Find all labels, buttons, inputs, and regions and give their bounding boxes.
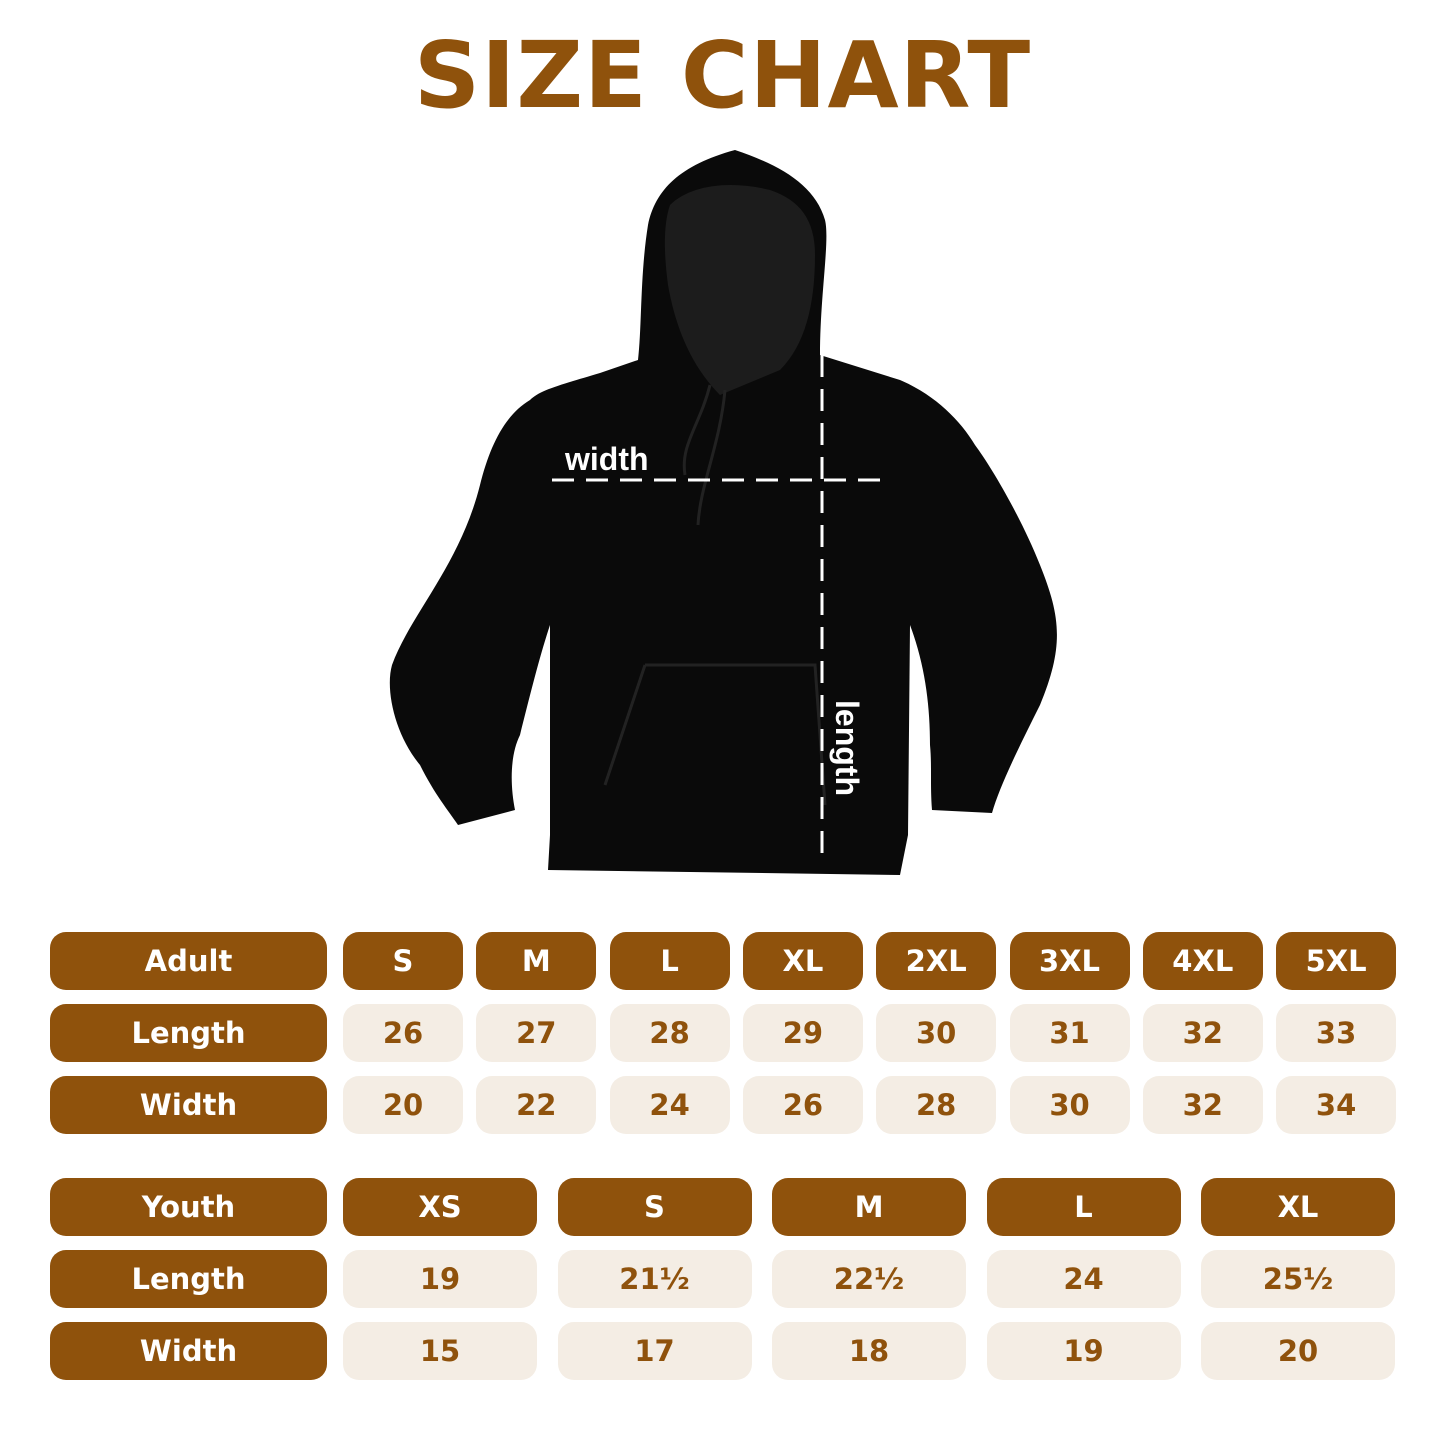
length-label: length	[829, 700, 865, 796]
size-header: 3XL	[1009, 932, 1130, 990]
size-value: 15	[343, 1322, 537, 1380]
size-header: XL	[742, 932, 863, 990]
size-value: 30	[876, 1004, 997, 1062]
size-value: 20	[1201, 1322, 1395, 1380]
size-header: L	[609, 932, 730, 990]
size-value: 29	[742, 1004, 863, 1062]
size-header: 4XL	[1142, 932, 1263, 990]
size-value: 24	[986, 1250, 1181, 1308]
size-value: 25½	[1201, 1250, 1395, 1308]
row-label: Width	[50, 1322, 327, 1380]
row-label: Length	[50, 1004, 327, 1062]
size-value: 19	[343, 1250, 537, 1308]
size-value: 26	[343, 1004, 463, 1062]
size-value: 28	[609, 1004, 730, 1062]
size-value: 21½	[557, 1250, 752, 1308]
pocket	[603, 663, 827, 806]
size-value: 32	[1142, 1004, 1263, 1062]
hoodie-icon: width length	[389, 150, 1057, 875]
width-label: width	[564, 441, 649, 477]
size-header: S	[343, 932, 463, 990]
size-header: XL	[1201, 1178, 1395, 1236]
size-value: 31	[1009, 1004, 1130, 1062]
size-value: 28	[876, 1076, 997, 1134]
size-value: 24	[609, 1076, 730, 1134]
size-header: 2XL	[876, 932, 997, 990]
page-title: SIZE CHART	[413, 22, 1032, 129]
size-value: 20	[343, 1076, 463, 1134]
size-value: 33	[1276, 1004, 1397, 1062]
size-value: 19	[986, 1322, 1181, 1380]
size-header: M	[772, 1178, 966, 1236]
hoodie-body	[389, 150, 1057, 875]
size-value: 17	[557, 1322, 752, 1380]
row-label: Length	[50, 1250, 327, 1308]
size-value: 22½	[772, 1250, 966, 1308]
row-label: Width	[50, 1076, 327, 1134]
size-value: 26	[742, 1076, 863, 1134]
size-header: 5XL	[1276, 932, 1397, 990]
size-header: M	[476, 932, 597, 990]
hood-inner	[664, 185, 815, 395]
drawstrings	[682, 384, 727, 526]
size-value: 34	[1276, 1076, 1397, 1134]
size-value: 32	[1142, 1076, 1263, 1134]
size-header: L	[986, 1178, 1181, 1236]
adult-header: Adult	[50, 932, 327, 990]
size-header: XS	[343, 1178, 537, 1236]
size-value: 22	[476, 1076, 597, 1134]
youth-header: Youth	[50, 1178, 327, 1236]
size-header: S	[557, 1178, 752, 1236]
size-value: 30	[1009, 1076, 1130, 1134]
size-value: 27	[476, 1004, 597, 1062]
size-value: 18	[772, 1322, 966, 1380]
